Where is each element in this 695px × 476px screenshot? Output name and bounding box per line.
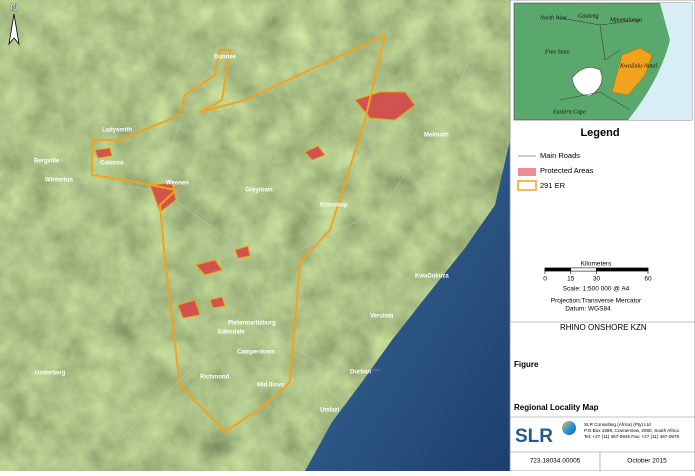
place-label: Ladysmith xyxy=(102,128,132,134)
place-label: Dundee xyxy=(214,55,237,61)
north-arrow: N xyxy=(8,2,20,46)
inset-label: Mpumalanga xyxy=(609,17,642,23)
footer-ref: 723.18034.00005 xyxy=(530,458,581,465)
company-contact: Tel: +27 (11) 467-0945 Fax: +27 (11) 467… xyxy=(584,434,680,439)
place-label: Weenen xyxy=(166,181,189,187)
place-label: Richmond xyxy=(200,375,230,381)
north-label: N xyxy=(10,3,17,14)
legend-label: Protected Areas xyxy=(540,166,594,175)
place-label: Underberg xyxy=(35,371,66,377)
map: Dundee Ladysmith Bergville Winterton Colenso… xyxy=(0,0,510,471)
place-label: Greytown xyxy=(245,188,273,194)
place-label: Durban xyxy=(350,370,371,376)
place-label: Verulam xyxy=(370,314,393,320)
scale-tick-label: 0 xyxy=(543,276,547,283)
legend-protected-swatch xyxy=(518,168,536,176)
scale-segment xyxy=(570,267,597,272)
scale-segment xyxy=(596,267,649,272)
legend-label: Main Roads xyxy=(540,151,580,160)
ER-291-boundary xyxy=(91,33,387,434)
inset-label: Eastern Cape xyxy=(552,109,586,115)
scale-tick-label: 60 xyxy=(644,276,652,283)
footer-date: October 2015 xyxy=(627,458,667,465)
scale-tick-label: 15 xyxy=(567,276,575,283)
roads xyxy=(59,59,471,441)
place-label: Winterton xyxy=(45,178,73,184)
legend-title: Legend xyxy=(580,127,619,139)
inset-label: KwaZulu-Natal xyxy=(619,63,658,69)
company-name: SLR Consulting (Africa) (Pty) Ltd xyxy=(584,422,651,427)
inset-label: North West xyxy=(539,15,567,21)
scale-segment xyxy=(544,267,571,272)
inset-lesotho xyxy=(571,67,603,97)
place-label: Umlazi xyxy=(320,408,340,414)
project-title: RHINO ONSHORE KZN xyxy=(560,323,647,332)
ocean xyxy=(305,140,510,471)
place-label: KwaDukuza xyxy=(415,274,449,280)
scale-unit: Kilometers xyxy=(581,261,612,268)
legend-er-swatch xyxy=(517,180,537,191)
inset-site xyxy=(611,47,653,96)
projection: Projection:Transverse Mercator xyxy=(551,298,642,305)
place-label: Melmoth xyxy=(424,133,449,139)
place-label: Pietermaritzburg xyxy=(228,321,276,327)
protected-areas xyxy=(94,91,416,319)
place-label: Colenso xyxy=(100,161,124,167)
company-logo: SLR xyxy=(515,426,553,447)
inset-sea xyxy=(628,3,692,120)
company-address: P.O.Box 1596, Cramerview, 2060, South Af… xyxy=(584,428,679,433)
datum: Datum: WGS84 xyxy=(565,306,611,313)
logo-globe xyxy=(562,421,576,435)
figure-title: Regional Locality Map xyxy=(514,403,599,412)
inset-label: Gauteng xyxy=(578,13,599,19)
place-label: Kranskop xyxy=(320,203,348,209)
place-label: Camperdown xyxy=(237,350,275,356)
place-label: Edendale xyxy=(218,330,245,336)
scale-ratio: Scale: 1:500 000 @ A4 xyxy=(563,286,630,293)
side-panel: North West Gauteng Mpumalanga Free State Kwa… xyxy=(509,0,695,472)
legend-label: 291 ER xyxy=(540,181,566,190)
figure-label: Figure xyxy=(514,360,539,369)
scale-tick-label: 30 xyxy=(593,276,601,283)
place-label: Mid Illovo xyxy=(257,383,285,389)
inset-label: Free State xyxy=(544,49,570,55)
place-label: Bergville xyxy=(34,159,60,165)
